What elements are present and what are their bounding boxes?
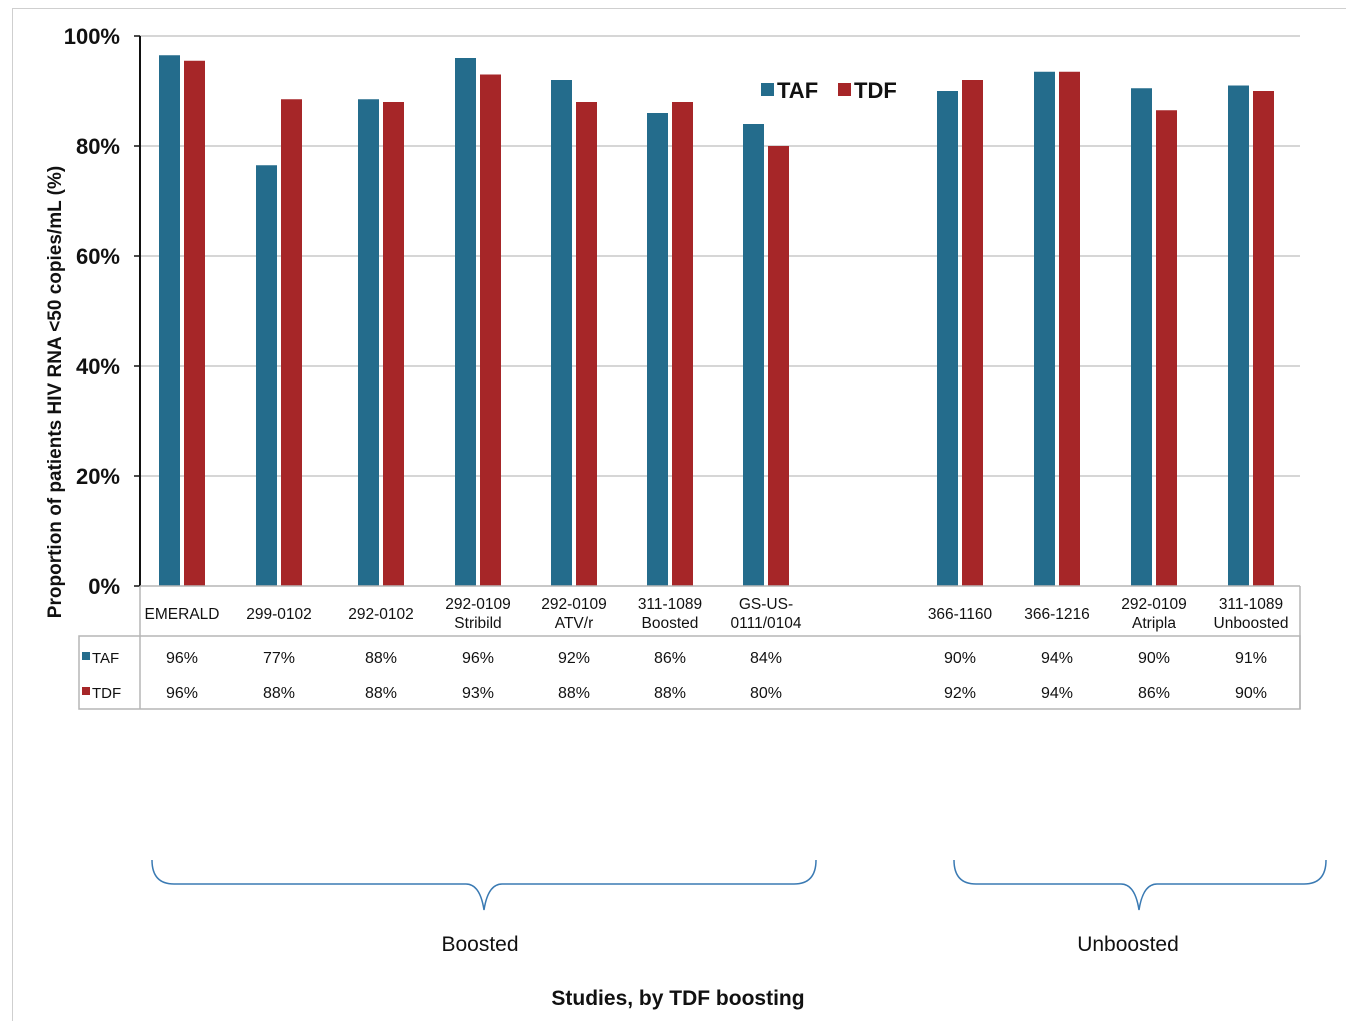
bar-tdf xyxy=(480,74,501,586)
y-tick-label: 0% xyxy=(88,574,120,599)
table-cell: 88% xyxy=(365,650,397,667)
table-cell: 86% xyxy=(654,650,686,667)
x-tick-label: GS-US-0111/0104 xyxy=(731,596,802,632)
y-tick-label: 20% xyxy=(76,464,120,489)
bar-tdf xyxy=(672,102,693,586)
x-tick-label: 292-0109 ATV/r xyxy=(541,596,607,632)
y-tick-label: 40% xyxy=(76,354,120,379)
x-tick-label: 311-1089 Boosted xyxy=(638,596,702,632)
group-brace xyxy=(151,859,817,911)
x-axis-label: Studies, by TDF boosting xyxy=(551,987,804,1010)
table-cell: 93% xyxy=(462,685,494,702)
figure-frame xyxy=(12,8,1346,1021)
table-cell: 88% xyxy=(263,685,295,702)
legend: TAF TDF xyxy=(761,78,897,103)
bar-tdf xyxy=(184,60,205,586)
bar-taf xyxy=(743,124,764,586)
bar-taf xyxy=(1034,71,1055,586)
bar-tdf xyxy=(1253,91,1274,586)
bar-tdf xyxy=(281,99,302,586)
y-tick-label: 100% xyxy=(64,24,120,49)
bars xyxy=(159,55,1274,586)
legend-swatch-taf xyxy=(761,83,774,96)
table-key-taf xyxy=(82,652,90,660)
bar-taf xyxy=(455,58,476,586)
x-tick-label: 366-1160 xyxy=(928,606,993,623)
bar-taf xyxy=(551,80,572,586)
bar-taf xyxy=(1131,88,1152,586)
table-cell: 86% xyxy=(1138,685,1170,702)
legend-swatch-tdf xyxy=(838,83,851,96)
table-cell: 92% xyxy=(944,685,976,702)
bar-tdf xyxy=(1156,110,1177,586)
table-cell: 88% xyxy=(558,685,590,702)
bar-tdf xyxy=(1059,71,1080,586)
group-label: Boosted xyxy=(441,933,518,956)
data-table: EMERALD 299-0102 292-0102 292-0109 Stribild 2… xyxy=(78,585,1301,710)
table-cell: 96% xyxy=(462,650,494,667)
axes: 0% 20% 40% 60% 80% 100% xyxy=(64,24,141,599)
x-tick-label: 292-0109 Atripla xyxy=(1121,596,1187,632)
table-cell: 88% xyxy=(654,685,686,702)
x-tick-label: 292-0102 xyxy=(348,606,414,623)
x-tick-label: 311-1089 Unboosted xyxy=(1214,596,1289,632)
x-tick-label: EMERALD xyxy=(145,606,220,623)
group-braces: Boosted Unboosted xyxy=(151,859,1327,956)
y-axis-label: Proportion of patients HIV RNA <50 copie… xyxy=(45,166,66,618)
gridlines xyxy=(140,35,1300,477)
table-cell: 88% xyxy=(365,685,397,702)
table-cell: 94% xyxy=(1041,685,1073,702)
table-cell: 94% xyxy=(1041,650,1073,667)
y-tick-label: 60% xyxy=(76,244,120,269)
y-tick-label: 80% xyxy=(76,134,120,159)
table-cell: 96% xyxy=(166,650,198,667)
bar-tdf xyxy=(768,146,789,586)
table-cell: 80% xyxy=(750,685,782,702)
bar-taf xyxy=(159,55,180,586)
table-cell: 90% xyxy=(1138,650,1170,667)
table-cell: 84% xyxy=(750,650,782,667)
table-cell: 90% xyxy=(944,650,976,667)
bar-taf xyxy=(1228,85,1249,586)
table-cell: 91% xyxy=(1235,650,1267,667)
bar-tdf xyxy=(383,102,404,586)
bar-taf xyxy=(647,113,668,586)
table-cell: 96% xyxy=(166,685,198,702)
bar-tdf xyxy=(962,80,983,586)
legend-label-taf: TAF xyxy=(777,78,818,103)
table-cell: 90% xyxy=(1235,685,1267,702)
group-brace xyxy=(953,859,1327,911)
table-cell: 92% xyxy=(558,650,590,667)
legend-label-tdf: TDF xyxy=(854,78,897,103)
bar-tdf xyxy=(576,102,597,586)
x-tick-label: 292-0109 Stribild xyxy=(445,596,511,632)
bar-taf xyxy=(358,99,379,586)
table-cell: 77% xyxy=(263,650,295,667)
bar-taf xyxy=(256,165,277,586)
table-key-tdf xyxy=(82,687,90,695)
table-row-label: TDF xyxy=(92,685,121,702)
bar-taf xyxy=(937,91,958,586)
x-tick-label: 366-1216 xyxy=(1024,606,1090,623)
group-label: Unboosted xyxy=(1077,933,1179,956)
x-tick-label: 299-0102 xyxy=(246,606,312,623)
table-row-label: TAF xyxy=(92,650,119,667)
